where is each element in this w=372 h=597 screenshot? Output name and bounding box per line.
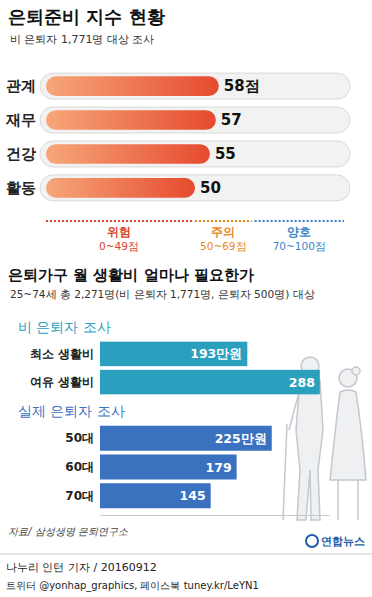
- illustration-part: [330, 390, 366, 520]
- x-axis-line: [47, 221, 345, 222]
- tick-label: 70대: [65, 489, 94, 503]
- band-label: 50~69점: [200, 240, 247, 252]
- tick: 60대: [65, 460, 94, 474]
- data-label: 50: [200, 179, 221, 197]
- gauge-track: [40, 73, 350, 99]
- gauge-tracks: [40, 73, 350, 201]
- tick: 활동: [6, 179, 36, 197]
- background: [0, 0, 372, 597]
- band-name: 양호: [287, 225, 311, 239]
- infographic: 은퇴준비 지수 현황비 은퇴자 1,771명 대상 조사 58점 57 55 50 관계재…: [0, 0, 372, 597]
- group-header: 실제 은퇴자 조사: [18, 403, 125, 419]
- bar: [100, 426, 272, 451]
- tick-label: 재무: [5, 111, 36, 129]
- gauge-track: [40, 175, 350, 201]
- tick-label: 50대: [65, 431, 94, 445]
- tick: 최소 생활비: [30, 347, 94, 361]
- band-name: 위험: [107, 225, 131, 239]
- tick-label: 활동: [6, 179, 36, 197]
- data-label: 58점: [224, 77, 260, 95]
- group-header: 비 은퇴자 조사: [18, 319, 111, 335]
- illustration-part: [296, 378, 323, 521]
- data-label: 55: [215, 145, 236, 163]
- bars: [46, 76, 219, 197]
- subtitle: 25~74세 총 2,271명(비 은퇴자 1,771명, 은퇴자 500명) …: [10, 288, 315, 300]
- title: 은퇴가구 월 생활비 얼마나 필요한가: [8, 266, 254, 284]
- x-axis: [47, 221, 345, 222]
- subtitle: 비 은퇴자 1,771명 대상 조사: [10, 33, 154, 46]
- tick: 재무: [5, 111, 36, 129]
- illustration-part: [352, 367, 360, 375]
- bars: [100, 342, 320, 509]
- data-label: 288: [289, 375, 315, 390]
- bar: [100, 483, 211, 508]
- tick: 관계: [6, 77, 36, 95]
- tick: 여유 생활비: [30, 375, 94, 389]
- tick-label: 여유 생활비: [30, 375, 94, 389]
- illustration-part: [283, 392, 299, 520]
- separator: [0, 554, 372, 555]
- data-label: 57: [221, 111, 242, 129]
- data-label: 179: [206, 460, 232, 475]
- band-range: [46, 220, 192, 222]
- tick-label: 60대: [65, 460, 94, 474]
- y-axis: 최소 생활비여유 생활비: [30, 347, 94, 389]
- bar: [100, 454, 237, 479]
- logo-mark: [306, 535, 318, 547]
- tick-label: 건강: [6, 145, 36, 163]
- data-label: 145: [180, 488, 206, 503]
- tick: 70대: [65, 489, 94, 503]
- illustration: [283, 357, 366, 520]
- bar: [46, 144, 210, 164]
- y-axis: 50대 60대 70대: [65, 431, 94, 503]
- bar: [100, 370, 320, 395]
- tick: 건강: [6, 145, 36, 163]
- data-label: 193만원: [190, 346, 242, 361]
- gauge-track: [40, 107, 350, 133]
- band-name: 주의: [211, 225, 235, 239]
- tick-label: 관계: [6, 77, 36, 95]
- bar: [46, 110, 216, 130]
- gauge-track: [40, 141, 350, 167]
- band-legend: 위험0~49점 주의50~69점 양호70~100점: [46, 221, 344, 252]
- data-labels: 193만원 288 225만원 179145: [180, 346, 315, 503]
- band-label: 70~100점: [273, 240, 326, 252]
- source: 자료/ 삼성생명 은퇴연구소: [8, 526, 129, 537]
- data-labels: 58점 57 55 50: [200, 77, 260, 197]
- social: 트위터 @yonhap_graphics, 페이스북 tuney.kr/LeYN…: [6, 580, 259, 592]
- band-label: 0~49점: [99, 240, 139, 252]
- bar: [100, 342, 247, 367]
- title: 은퇴준비 지수 현황: [8, 6, 165, 27]
- x-axis: [101, 515, 330, 516]
- bar: [46, 76, 219, 96]
- tick: 50대: [65, 431, 94, 445]
- logo: 연합뉴스: [321, 535, 365, 548]
- credit: 나누리 인턴 기자 / 20160912: [6, 561, 157, 574]
- bar: [46, 178, 195, 198]
- band-range: [195, 220, 252, 222]
- x-axis-line: [101, 515, 330, 516]
- data-label: 225만원: [215, 431, 267, 446]
- band-range: [255, 220, 344, 222]
- tick-label: 최소 생활비: [30, 347, 94, 361]
- y-axis: 관계재무건강활동: [5, 77, 36, 197]
